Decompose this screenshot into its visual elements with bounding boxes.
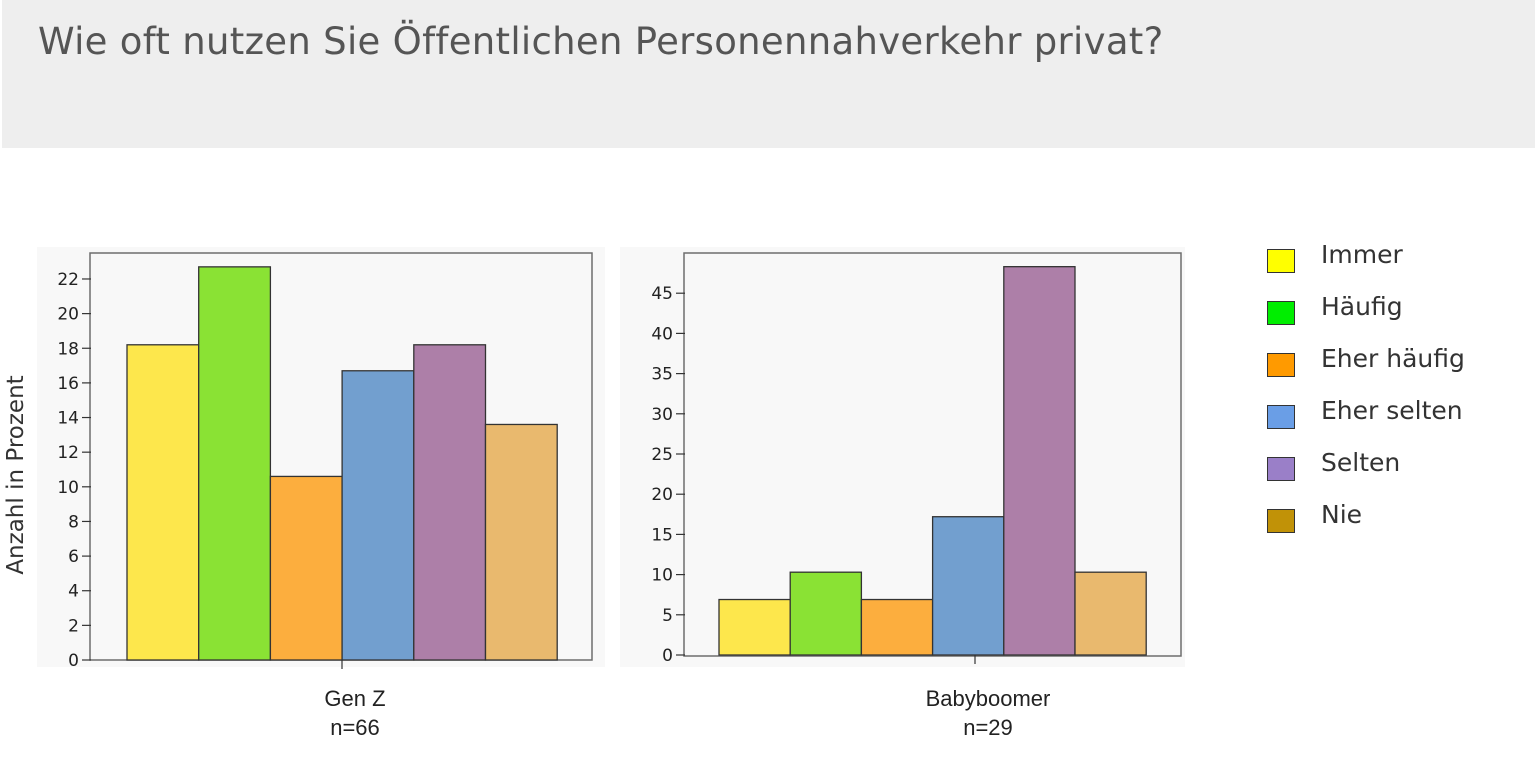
legend-swatch [1267, 353, 1295, 377]
y-tick-label: 2 [68, 616, 79, 636]
y-tick-label: 0 [68, 651, 79, 671]
x-sample-size-label: n=29 [963, 715, 1013, 740]
y-tick-label: 20 [57, 305, 79, 325]
legend-label: Selten [1321, 448, 1401, 477]
y-tick-label: 18 [57, 339, 79, 359]
y-tick-label: 6 [68, 547, 79, 567]
y-tick-label: 5 [662, 606, 673, 626]
y-tick-label: 16 [57, 374, 79, 394]
x-group-label: Gen Z [324, 686, 385, 711]
legend-swatch [1267, 301, 1295, 325]
legend-label: Eher selten [1321, 396, 1463, 425]
legend-label: Nie [1321, 500, 1363, 529]
y-tick-label: 25 [651, 445, 673, 465]
y-tick-label: 35 [651, 365, 673, 385]
y-tick-label: 30 [651, 405, 673, 425]
bar-haeufig [789, 571, 863, 656]
y-tick-label: 14 [57, 409, 79, 429]
bar-eher-haeufig [860, 598, 934, 656]
y-tick-label: 10 [651, 566, 673, 586]
y-tick-label: 40 [651, 324, 673, 344]
bar-immer [126, 344, 200, 661]
y-tick-label: 8 [68, 512, 79, 532]
x-group-label: Babyboomer [926, 686, 1051, 711]
legend-swatch [1267, 405, 1295, 429]
legend-swatch [1267, 509, 1295, 533]
y-tick-label: 22 [57, 270, 79, 290]
legend-label: Häufig [1321, 292, 1403, 321]
legend-swatch [1267, 249, 1295, 273]
legend-label: Eher häufig [1321, 344, 1465, 373]
bar-eher-selten [341, 370, 415, 661]
y-tick-label: 15 [651, 525, 673, 545]
bar-nie [484, 423, 558, 661]
bar-eher-selten [931, 516, 1005, 656]
bar-selten [1003, 266, 1076, 656]
x-sample-size-label: n=66 [330, 715, 380, 740]
legend-swatch [1267, 457, 1295, 481]
chart-panel-gen-z: 0 2 4 6 8 10 12 14 16 18 20 22 Gen Z n=66 [37, 247, 605, 740]
bar-selten [413, 344, 487, 661]
legend-label: Immer [1321, 240, 1403, 269]
bar-haeufig [198, 266, 272, 661]
chart-panel-babyboomer: 0 5 10 15 20 25 30 35 40 45 Babyboomer n=29 [620, 247, 1185, 740]
y-tick-label: 0 [662, 646, 673, 666]
y-tick-label: 10 [57, 478, 79, 498]
bar-eher-haeufig [269, 475, 343, 661]
y-tick-label: 12 [57, 443, 79, 463]
page-title: Wie oft nutzen Sie Öffentlichen Personen… [38, 20, 1164, 63]
bar-immer [718, 598, 791, 656]
y-tick-label: 45 [651, 284, 673, 304]
y-tick-label: 4 [68, 582, 79, 602]
question-header: Wie oft nutzen Sie Öffentlichen Personen… [2, 0, 1535, 148]
bar-nie [1074, 571, 1147, 656]
y-tick-label: 20 [651, 485, 673, 505]
